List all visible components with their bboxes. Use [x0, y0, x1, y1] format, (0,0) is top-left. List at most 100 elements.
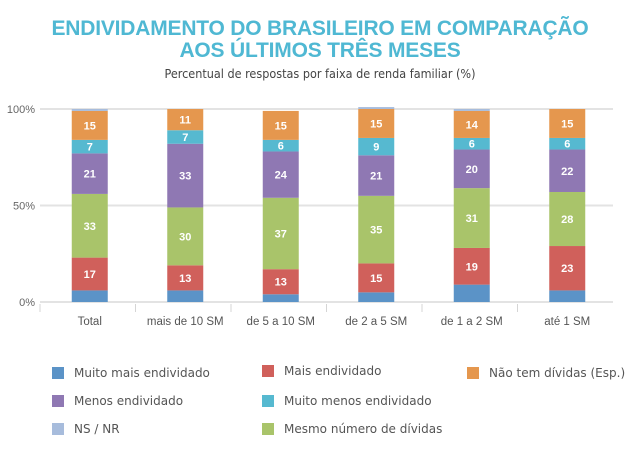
chart-title-line-2: AOS ÚLTIMOS TRÊS MESES	[179, 39, 461, 62]
bar-segment	[71, 257, 108, 291]
legend-item: Não tem dívidas (Esp.)	[467, 366, 625, 380]
bar-segment	[71, 109, 108, 111]
data-label: 37	[275, 228, 287, 240]
data-label: 30	[179, 231, 191, 243]
bar-segment	[71, 193, 108, 258]
bar-segment	[453, 188, 490, 248]
bar-segment	[262, 197, 299, 270]
data-label: 14	[466, 119, 479, 131]
legend-swatch	[262, 365, 274, 377]
y-tick-label: 50%	[13, 201, 35, 213]
x-tick-label: até 1 SM	[544, 316, 590, 328]
bar-segment	[167, 130, 204, 144]
bar-segment	[358, 292, 395, 302]
chart-subtitle: Percentual de respostas por faixa de ren…	[164, 66, 476, 81]
bar-segment	[549, 109, 586, 138]
legend-item: Mais endividado	[262, 364, 381, 378]
legend-item: NS / NR	[52, 422, 120, 436]
bar-segment	[71, 153, 108, 194]
bar-segment	[167, 143, 204, 208]
bar-segment	[167, 265, 204, 291]
data-label: 15	[561, 118, 573, 130]
data-label: 7	[182, 132, 188, 144]
data-label: 15	[370, 273, 382, 285]
bar-segment	[549, 149, 586, 192]
data-label: 23	[561, 263, 573, 275]
legend-label: Não tem dívidas (Esp.)	[489, 366, 626, 380]
data-label: 33	[84, 221, 96, 233]
bar-segment	[549, 246, 586, 291]
data-label: 35	[370, 225, 382, 237]
x-tick-label: Total	[78, 316, 102, 328]
data-label: 21	[370, 171, 382, 183]
bar-segment	[358, 107, 395, 109]
data-label: 9	[373, 142, 379, 154]
bar-segment	[262, 110, 299, 140]
chart-title-line-1: ENDIVIDAMENTO DO BRASILEIRO EM COMPARAÇÃ…	[51, 17, 589, 40]
x-tick-label: de 1 a 2 SM	[441, 316, 503, 328]
bar-segment	[262, 139, 299, 152]
legend-swatch	[262, 423, 274, 435]
bar-segment	[358, 137, 395, 156]
data-label: 13	[275, 277, 287, 289]
data-label: 31	[466, 213, 478, 225]
data-label: 17	[84, 269, 96, 281]
bar-segment	[71, 110, 108, 140]
legend-item: Mesmo número de dívidas	[262, 422, 442, 436]
data-label: 20	[466, 164, 478, 176]
legend-label: Muito menos endividado	[284, 394, 432, 408]
bar-segment	[453, 247, 490, 285]
data-label: 24	[275, 170, 288, 182]
bar-segment	[71, 139, 108, 154]
stacked-bar-chart: 0% 50% 100% 17 33 21 7 15 Total 13 30 33 7 11 mais de …	[7, 104, 613, 328]
legend-item: Menos endividado	[52, 394, 183, 408]
bar-segment	[549, 191, 586, 247]
bar-segment	[549, 290, 586, 302]
bar-segment	[262, 269, 299, 295]
data-label: 33	[179, 171, 191, 183]
data-label: 19	[466, 261, 478, 273]
bar-segment	[358, 195, 395, 264]
legend-label: Mesmo número de dívidas	[284, 422, 443, 436]
legend-item: Muito mais endividado	[52, 366, 210, 380]
bar-segment	[453, 137, 490, 150]
legend-item: Muito menos endividado	[262, 394, 432, 408]
data-label: 6	[564, 139, 570, 151]
x-tick-label: de 2 a 5 SM	[345, 316, 407, 328]
data-label: 15	[275, 120, 287, 132]
bar-segment	[167, 290, 204, 302]
y-tick-label: 0%	[19, 297, 35, 309]
bar-segment	[453, 284, 490, 302]
bar-segment	[167, 207, 204, 266]
bar-segment	[453, 109, 490, 111]
legend-swatch	[467, 367, 479, 379]
data-label: 11	[179, 115, 191, 127]
data-label: 15	[370, 118, 382, 130]
y-tick-label: 100%	[7, 104, 35, 116]
x-tick-label: mais de 10 SM	[147, 316, 224, 328]
bar-segment	[262, 294, 299, 302]
data-label: 21	[84, 169, 96, 181]
data-label: 15	[84, 120, 96, 132]
x-tick-label: de 5 a 10 SM	[247, 316, 315, 328]
bar-segment	[167, 109, 204, 131]
legend-label: Muito mais endividado	[74, 366, 210, 380]
legend-swatch	[262, 395, 274, 407]
data-label: 22	[561, 166, 573, 178]
data-label: 6	[278, 141, 284, 153]
bar-segment	[71, 290, 108, 302]
data-label: 13	[179, 273, 191, 285]
bar-segment	[358, 155, 395, 196]
legend-swatch	[52, 395, 64, 407]
legend-label: NS / NR	[74, 422, 120, 436]
legend-label: Menos endividado	[74, 394, 184, 408]
bar-segment	[453, 110, 490, 138]
legend-swatch	[52, 367, 64, 379]
bar-segment	[262, 151, 299, 198]
bar-segment	[358, 263, 395, 293]
data-label: 6	[469, 139, 475, 151]
data-label: 7	[87, 142, 93, 154]
legend-label: Mais endividado	[284, 364, 382, 378]
data-label: 28	[561, 214, 573, 226]
bar-segment	[549, 137, 586, 150]
